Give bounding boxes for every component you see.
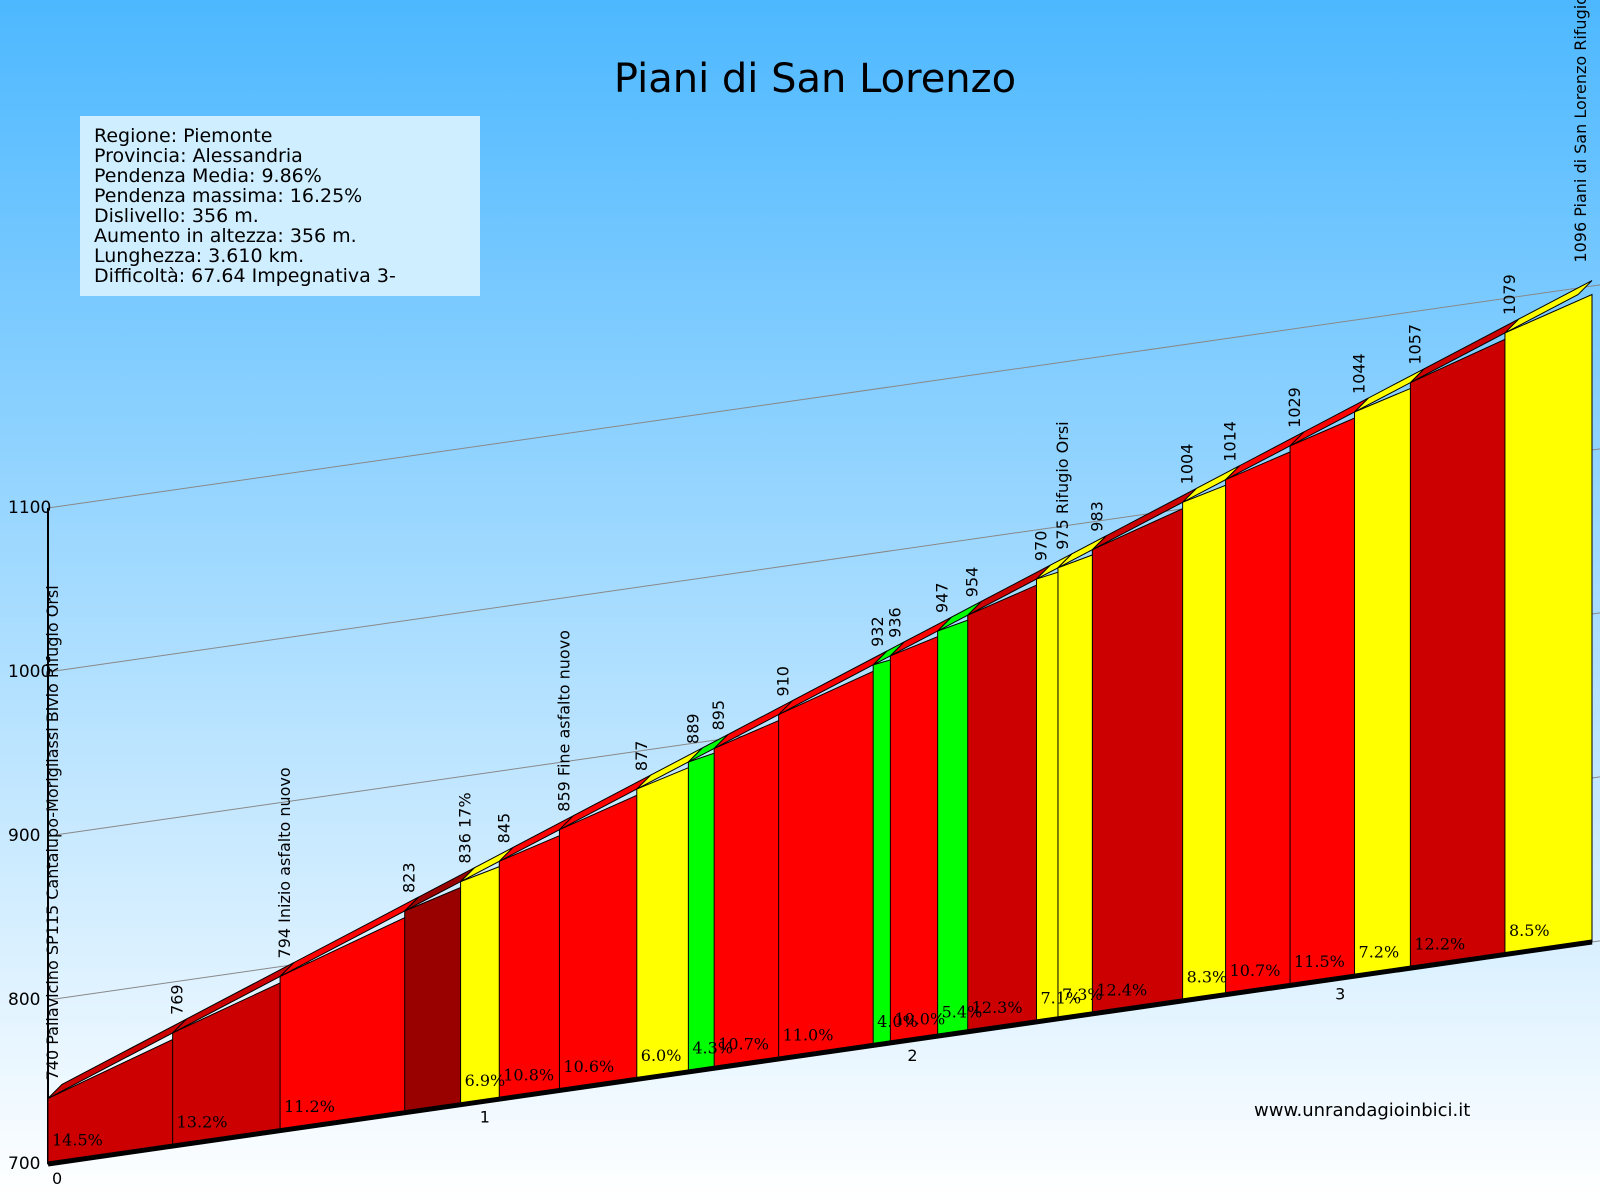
elevation-label: 910 <box>774 666 793 697</box>
info-pendenza-massima: Pendenza massima: 16.25% <box>94 185 363 207</box>
gridline-1100 <box>47 284 1600 509</box>
grade-label: 6.0% <box>641 1046 682 1065</box>
grade-label: 11.0% <box>783 1025 834 1044</box>
grade-label: 10.7% <box>718 1035 769 1054</box>
info-dislivello: Dislivello: 356 m. <box>94 205 259 227</box>
x-tick-label: 1 <box>480 1108 490 1127</box>
elevation-label: 1057 <box>1405 324 1424 365</box>
segment-top <box>1504 280 1593 334</box>
y-tick-label: 1100 <box>8 498 51 518</box>
labels-layer: 0 1 2 3 14.5% 13.2% 11.2% 6.9%10.8% 10.6% 6.0% 4.3… <box>43 0 1590 1188</box>
segment-bar <box>1409 332 1520 969</box>
info-provincia: Provincia: Alessandria <box>94 145 303 167</box>
grade-label: 11.5% <box>1294 952 1345 971</box>
grade-label: 6.9% <box>465 1071 506 1090</box>
info-box: Regione: Piemonte Provincia: Alessandria… <box>80 116 480 296</box>
info-lunghezza: Lunghezza: 3.610 km. <box>94 245 305 267</box>
elevation-label: 895 <box>709 700 728 731</box>
grade-label: 8.5% <box>1509 921 1550 940</box>
y-tick-label: 1000 <box>8 662 51 682</box>
grade-label: 7.1% <box>1040 988 1081 1007</box>
grade-label: 13.2% <box>177 1113 228 1132</box>
summit-label: 1096 Piani di San Lorenzo Rifugio <box>1571 0 1590 263</box>
grade-label: 8.3% <box>1187 967 1228 986</box>
grade-label: 7.2% <box>1359 943 1400 962</box>
y-tick-label: 800 <box>8 990 40 1010</box>
elevation-label: 1004 <box>1178 444 1197 485</box>
grade-label: 11.2% <box>284 1097 335 1116</box>
elevation-label: 1029 <box>1285 387 1304 428</box>
info-pendenza-media: Pendenza Media: 9.86% <box>94 165 322 187</box>
elevation-label: 975 Rifugio Orsi <box>1053 421 1072 549</box>
grade-label: 14.5% <box>52 1130 103 1149</box>
grade-label: 5.4% <box>942 1003 983 1022</box>
y-tick-label: 700 <box>8 1154 40 1174</box>
info-regione: Regione: Piemonte <box>94 125 273 147</box>
segments-layer <box>47 280 1593 1167</box>
elevation-label: 889 <box>683 713 702 744</box>
grade-label: 10.6% <box>563 1057 614 1076</box>
info-aumento: Aumento in altezza: 356 m. <box>94 225 357 247</box>
info-difficolta: Difficoltà: 67.64 Impegnativa 3- <box>94 265 396 287</box>
elevation-label: 769 <box>168 984 187 1015</box>
elevation-label: 1014 <box>1221 421 1240 462</box>
elevation-label: 970 <box>1031 531 1050 562</box>
elevation-label: 859 Fine asfalto nuovo <box>554 630 573 812</box>
grade-label: 4.0% <box>877 1012 918 1031</box>
elevation-label: 836 17% <box>456 792 475 863</box>
elevation-label: 983 <box>1087 501 1106 532</box>
grade-label: 10.7% <box>1230 961 1281 980</box>
site-credit: www.unrandagioinbici.it <box>1254 1100 1471 1121</box>
grade-label: 12.4% <box>1096 980 1147 999</box>
segment-bar <box>1504 293 1593 956</box>
grade-label: 10.0% <box>894 1009 945 1028</box>
x-tick-label: 2 <box>907 1046 917 1065</box>
elevation-label: 1079 <box>1500 274 1519 315</box>
elevation-label: 794 Inizio asfalto nuovo <box>275 767 294 958</box>
elevation-label: 823 <box>400 862 419 893</box>
chart-title: Piani di San Lorenzo <box>614 56 1016 102</box>
elevation-label: 936 <box>885 607 904 638</box>
elevation-label: 932 <box>868 616 887 647</box>
x-tick-label: 0 <box>52 1169 62 1188</box>
grade-label: 12.2% <box>1414 935 1465 954</box>
grade-label: 10.8% <box>503 1066 554 1085</box>
elevation-label: 954 <box>963 567 982 598</box>
elevation-label: 845 <box>494 813 513 844</box>
elevation-label: 947 <box>933 582 952 613</box>
y-tick-label: 900 <box>8 826 40 846</box>
grade-label: 12.3% <box>972 998 1023 1017</box>
x-tick-label: 3 <box>1335 985 1345 1004</box>
grade-label: 7.3% <box>1062 985 1103 1004</box>
elevation-label: 740 Pallavicino SP115 Cantalupo-Moriglia… <box>43 585 62 1080</box>
segment-bar <box>1091 501 1198 1015</box>
grade-label: 4.3% <box>692 1038 733 1057</box>
elevation-label: 1044 <box>1350 353 1369 394</box>
segment-bar <box>778 664 888 1060</box>
distance-baseline <box>47 939 1593 1167</box>
elevation-label: 877 <box>632 741 651 772</box>
